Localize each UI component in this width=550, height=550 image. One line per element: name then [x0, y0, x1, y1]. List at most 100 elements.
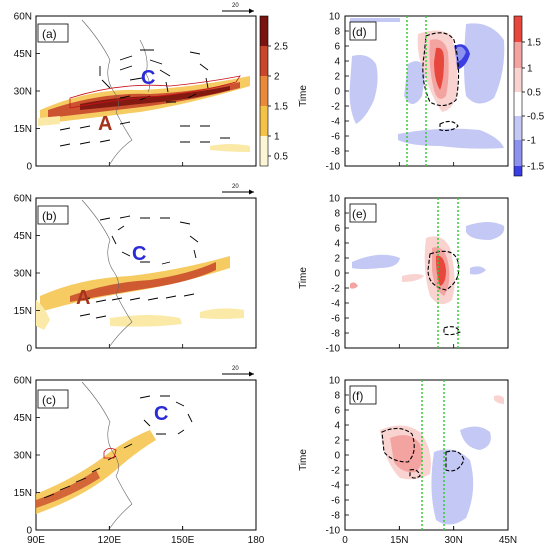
- panel-label-box: [37, 205, 69, 225]
- time-tick-label: 2: [334, 72, 340, 83]
- y-axis-title-d: Time: [298, 85, 309, 107]
- colorbar-tick-label: 2: [274, 72, 280, 83]
- colorbar-tick-label: 1: [527, 64, 533, 75]
- shading-pale: [38, 116, 60, 126]
- coastline: [81, 199, 133, 347]
- colorbar-swatch: [514, 68, 522, 92]
- colorbar-swatch: [260, 16, 268, 46]
- shading-mid: [36, 470, 100, 508]
- colorbar-tick-label: 0.5: [527, 88, 541, 99]
- map-y-axis-b: 60N 45N 30N 15N 0: [14, 194, 40, 355]
- y-tick-label: 0: [26, 344, 32, 355]
- colorbar-swatch: [514, 116, 522, 140]
- panel-label-box: [37, 23, 69, 43]
- shading-negative-light: [352, 254, 400, 269]
- time-tick-label: 8: [334, 209, 340, 220]
- shading-negative-light: [398, 128, 504, 149]
- y-tick-label: 15N: [14, 124, 32, 135]
- dashed-contour: [427, 250, 460, 291]
- panel-label-box: [349, 21, 377, 41]
- shading-negative-light: [431, 449, 474, 525]
- red-contour: [103, 448, 117, 459]
- y-tick-label: 45N: [14, 231, 32, 242]
- panel-label-box: [37, 389, 69, 409]
- x-tick-label: 150E: [171, 535, 195, 546]
- latitude-tick-label: 15N: [390, 535, 408, 546]
- time-tick-label: 8: [334, 27, 340, 38]
- time-tick-label: -8: [331, 147, 340, 158]
- panel-label: (c): [42, 393, 56, 407]
- colorbar-swatch: [260, 136, 268, 166]
- shading-negative-mid: [456, 46, 466, 62]
- map-frame: [35, 379, 257, 531]
- shading-positive-light: [494, 395, 504, 404]
- colorbar-swatch: [260, 76, 268, 106]
- y-tick-label: 15N: [14, 306, 32, 317]
- cyclone-letter: C: [154, 403, 168, 425]
- panel-label: (b): [42, 209, 57, 223]
- hovmoller-y-axis-f: 10 8 6 4 2 0 -2 -4 -6 -8 -10: [326, 376, 349, 537]
- time-tick-label: -8: [331, 329, 340, 340]
- anticyclone-letter: A: [98, 113, 112, 135]
- shading-pale-east: [200, 308, 244, 319]
- colorbar-swatch: [514, 42, 522, 68]
- shading-pale: [110, 315, 182, 327]
- colorbar-tick-label: 1.5: [274, 102, 288, 113]
- time-tick-label: 6: [334, 42, 340, 53]
- shading-mid: [70, 262, 216, 302]
- colorbar-tick-label: 1: [274, 132, 280, 143]
- y-tick-label: 15N: [14, 488, 32, 499]
- hovmoller-panel-d: (d): [344, 15, 509, 167]
- reference-vector-label: 20: [232, 3, 239, 9]
- colorbar-swatch: [514, 92, 522, 116]
- x-tick-label: 120E: [98, 535, 122, 546]
- reference-vector-head: [249, 189, 254, 195]
- time-tick-label: 0: [334, 451, 340, 462]
- map-colorbar: 2.5 2 1.5 1 0.5: [259, 15, 288, 167]
- hovmoller-y-axis-e: 10 8 6 4 2 0 -2 -4 -6 -8 -10: [326, 194, 349, 355]
- colorbar-swatch: [260, 106, 268, 136]
- time-tick-label: -6: [331, 132, 340, 143]
- time-tick-label: 10: [329, 194, 341, 205]
- dashed-contour: [409, 469, 421, 479]
- coastline: [81, 381, 133, 529]
- time-tick-label: 2: [334, 254, 340, 265]
- time-tick-label: 4: [334, 57, 340, 68]
- time-tick-label: 2: [334, 436, 340, 447]
- time-tick-label: -2: [331, 466, 340, 477]
- latitude-tick-label: 45N: [499, 535, 517, 546]
- colorbar-tick-label: -1: [527, 136, 536, 147]
- colorbar-tick-label: -1.5: [527, 162, 545, 173]
- y-tick-label: 60N: [14, 194, 32, 205]
- shading-negative-light: [470, 266, 486, 275]
- shading-negative-light: [404, 61, 426, 104]
- colorbar-ticks: 1.5 1 0.5 -0.5 -1 -1.5: [522, 38, 545, 173]
- shading-pale-west: [36, 300, 50, 330]
- dashed-contour: [443, 326, 461, 336]
- colorbar-tick-label: 0.5: [274, 152, 288, 163]
- y-tick-label: 45N: [14, 49, 32, 60]
- wind-vectors: [43, 395, 193, 499]
- map-y-axis-c: 60N 45N 30N 15N 0: [14, 376, 40, 537]
- shading-positive-mid: [350, 282, 358, 289]
- latitude-tick-label: 30N: [444, 535, 462, 546]
- wind-vectors: [59, 49, 230, 147]
- hovmoller-colorbar: 1.5 1 0.5 -0.5 -1 -1.5: [513, 15, 545, 177]
- reference-vector-label: 20: [232, 366, 239, 372]
- time-tick-label: -8: [331, 511, 340, 522]
- cyclone-letter: C: [132, 243, 146, 265]
- x-tick-label: 90E: [27, 535, 45, 546]
- shading-negative-light: [460, 426, 491, 450]
- y-axis-title-e: Time: [298, 267, 309, 289]
- reference-vector-head: [249, 8, 254, 14]
- colorbar-frame: [259, 15, 269, 167]
- y-tick-label: 45N: [14, 413, 32, 424]
- colorbar-swatch: [514, 16, 522, 42]
- shading-pale-east: [210, 144, 250, 152]
- panel-label: (f): [352, 389, 363, 403]
- colorbar-swatch: [260, 46, 268, 76]
- time-tick-label: 10: [329, 376, 341, 387]
- time-tick-label: 0: [334, 87, 340, 98]
- time-tick-label: -2: [331, 102, 340, 113]
